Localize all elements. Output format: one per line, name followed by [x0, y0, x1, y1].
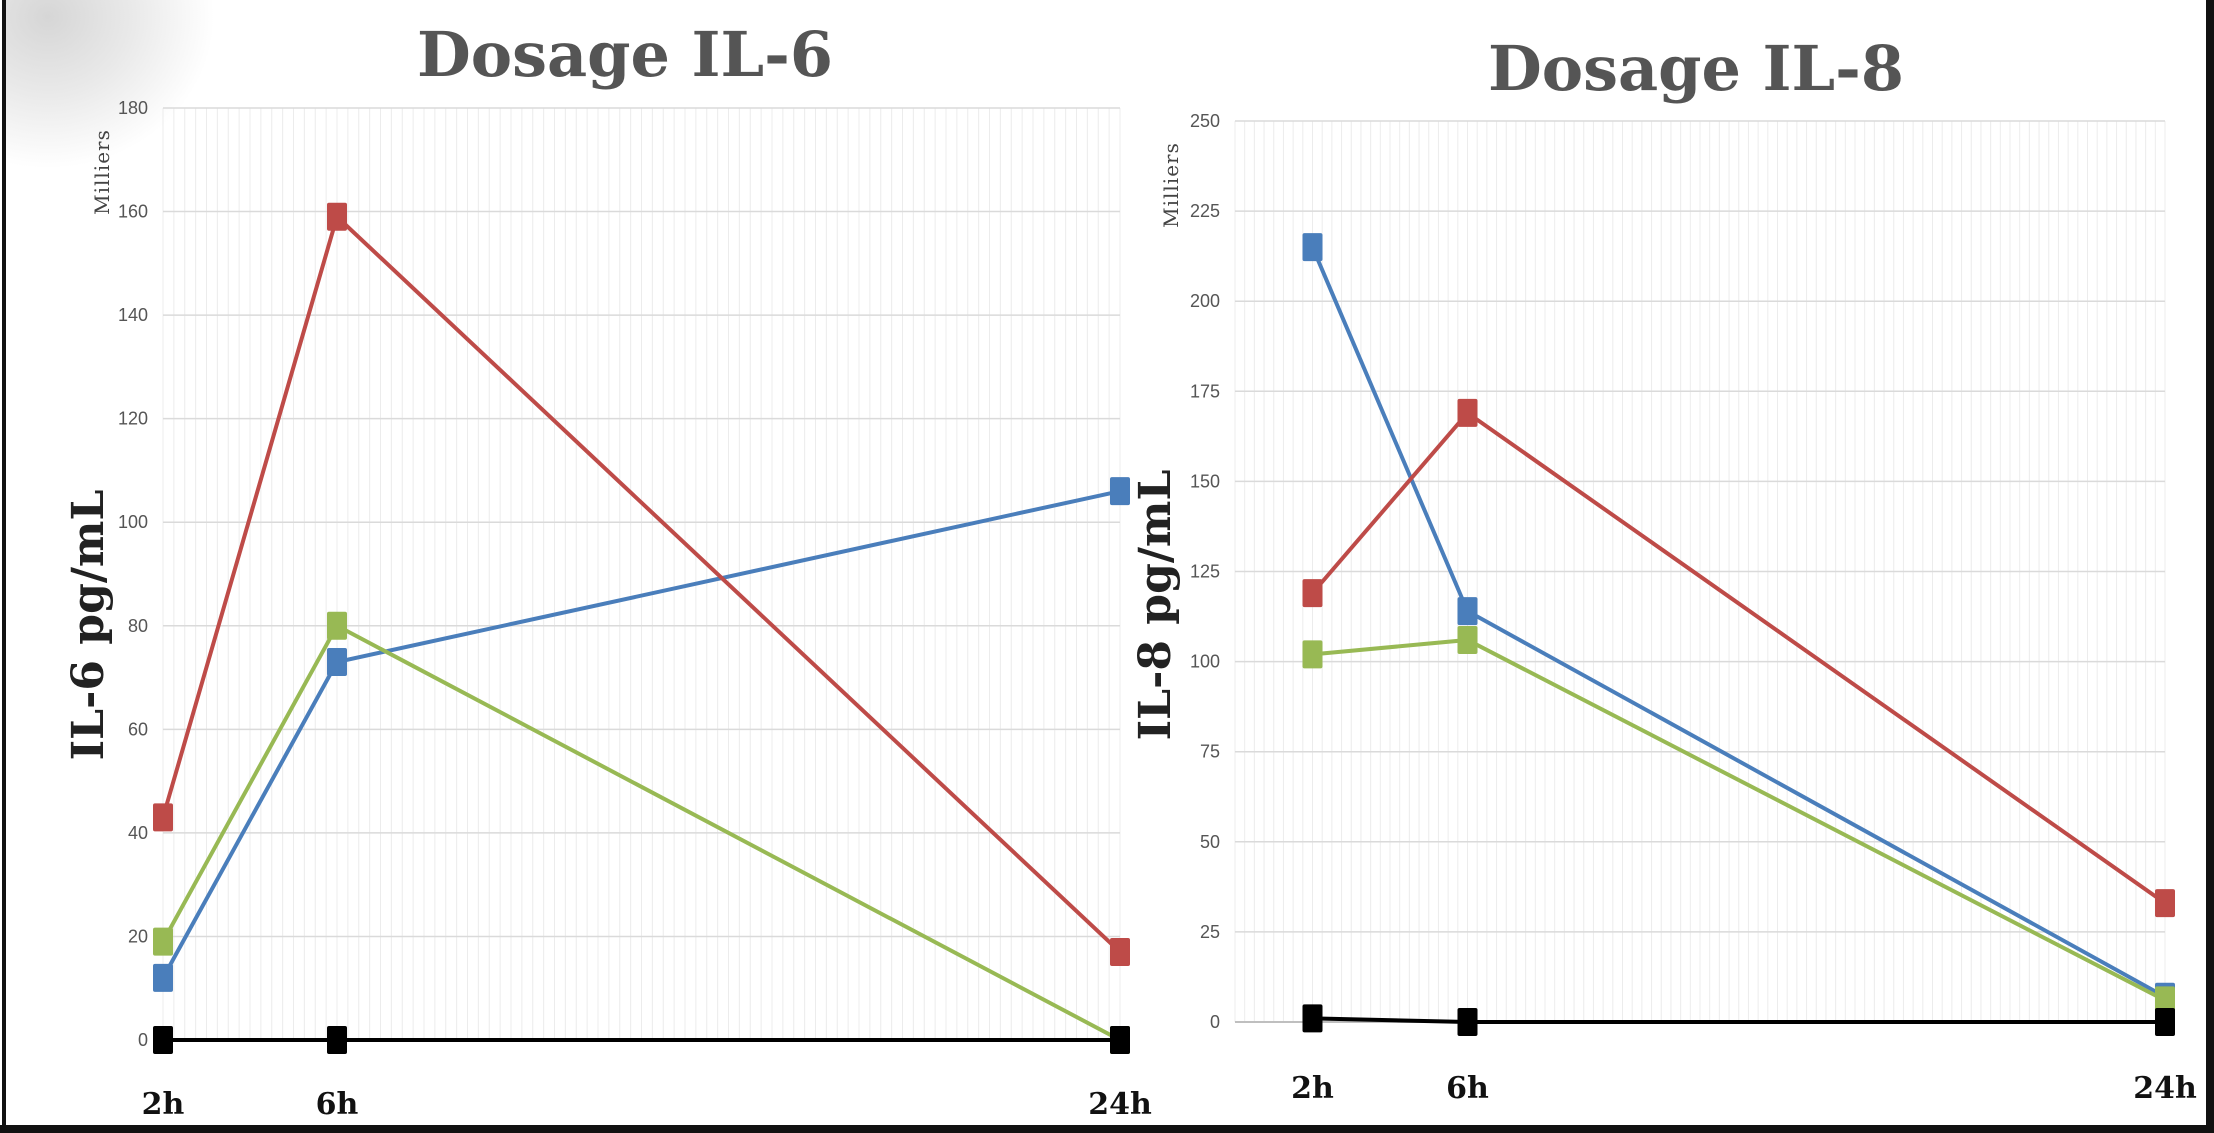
chart-il8-y-tick-label: 225	[1190, 201, 1220, 221]
chart-il6-red-data-point	[327, 202, 347, 231]
chart-il6-black-data-point	[327, 1026, 347, 1054]
chart-il6-red-data-point	[153, 803, 173, 832]
chart-il8-y-tick-label: 50	[1200, 832, 1220, 852]
chart-il6-y-tick-label: 0	[138, 1030, 148, 1050]
chart-il8-red-data-point	[2155, 889, 2175, 918]
chart-il8-y-tick-label: 150	[1190, 471, 1220, 491]
chart-il8-y-tick-label: 100	[1190, 652, 1220, 672]
chart-il8-y-axis-label: IL-8 pg/mL	[1130, 470, 1181, 741]
chart-il8-green-data-point	[2155, 986, 2175, 1015]
chart-il6-y-tick-label: 80	[128, 616, 148, 636]
chart-il6: Dosage IL-6 IL-6 pg/mL Milliers 0 20 40 60 8…	[63, 18, 1152, 1122]
chart-il8-title: Dosage IL-8	[1488, 32, 1904, 105]
chart-il6-blue-data-point	[1110, 477, 1130, 506]
chart-il6-red-data-point	[1110, 937, 1130, 966]
chart-il6-y-tick-label: 100	[118, 512, 148, 532]
chart-il6-y-tick-label: 160	[118, 202, 148, 222]
frame-right-border	[2206, 0, 2214, 1133]
chart-il6-y-axis-label: IL-6 pg/mL	[63, 490, 114, 761]
chart-il6-y-tick-label: 60	[128, 719, 148, 739]
chart-il8-y-tick-label: 75	[1200, 742, 1220, 762]
chart-il8-blue-data-point	[1302, 233, 1323, 262]
chart-il8-units-label: Milliers	[1159, 142, 1183, 228]
chart-il8-y-tick-label: 125	[1190, 562, 1220, 582]
chart-il8-x-tick-label: 6h	[1446, 1071, 1489, 1106]
chart-il8-green-data-point	[1457, 625, 1478, 654]
chart-il6-blue-data-point	[327, 648, 347, 677]
chart-il6-y-tick-label: 120	[118, 409, 148, 429]
chart-il6-y-tick-label: 180	[118, 98, 148, 118]
chart-il8-y-tick-label: 0	[1210, 1012, 1220, 1032]
chart-il6-y-tick-label: 140	[118, 305, 148, 325]
chart-il6-y-tick-label: 20	[128, 926, 148, 946]
chart-il8-x-tick-label: 2h	[1291, 1071, 1334, 1106]
chart-il8-grid	[1234, 120, 2166, 1023]
chart-il6-green-data-point	[153, 927, 173, 956]
chart-il6-grid	[162, 107, 1121, 1041]
frame-left-border	[2, 0, 6, 1133]
chart-il6-x-tick-label: 24h	[1088, 1087, 1152, 1122]
chart-il6-black-data-point	[153, 1026, 173, 1054]
chart-il8-black-data-point	[1457, 1008, 1478, 1036]
chart-il8-green-data-point	[1302, 640, 1323, 669]
chart-il6-black-data-point	[1110, 1026, 1130, 1054]
chart-il8-black-data-point	[1302, 1004, 1323, 1033]
chart-il8-red-data-point	[1302, 579, 1323, 608]
chart-il6-y-tick-label: 40	[128, 823, 148, 843]
chart-il6-blue-data-point	[153, 963, 173, 992]
chart-il8-y-tick-label: 25	[1200, 922, 1220, 942]
chart-il6-title: Dosage IL-6	[417, 18, 833, 91]
corner-shadow	[6, 0, 216, 170]
chart-il6-x-tick-label: 6h	[316, 1087, 359, 1122]
chart-il8: Dosage IL-8 IL-8 pg/mL Milliers 0 25 50 75 1…	[1130, 32, 2197, 1106]
chart-il6-green-data-point	[327, 611, 347, 640]
chart-il8-x-tick-label: 24h	[2133, 1071, 2197, 1106]
chart-il8-black-data-point	[2155, 1008, 2175, 1036]
chart-il6-x-tick-label: 2h	[142, 1087, 185, 1122]
chart-il8-y-tick-label: 200	[1190, 291, 1220, 311]
chart-il8-y-tick-label: 175	[1190, 381, 1220, 401]
chart-il6-units-label: Milliers	[90, 129, 114, 215]
chart-il8-y-tick-label: 250	[1190, 111, 1220, 131]
frame-bottom-border	[0, 1125, 2214, 1133]
chart-il8-blue-data-point	[1457, 597, 1478, 626]
chart-il8-red-data-point	[1457, 398, 1478, 427]
